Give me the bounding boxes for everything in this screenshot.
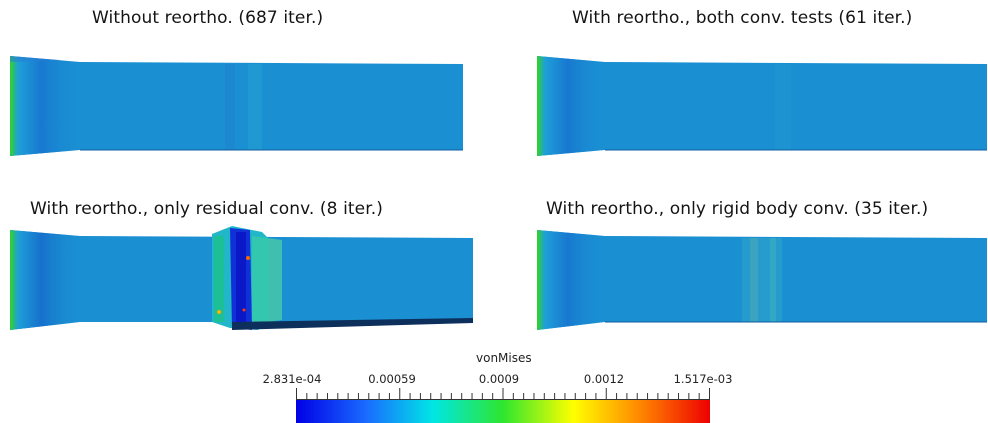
mesh-panel-rigid-body-conv [537,230,987,330]
mesh-panel-no-reortho [10,56,463,156]
colorbar-tick-4: 0.0012 [583,372,625,386]
panel-title-rigid-body-conv: With reortho., only rigid body conv. (35… [546,199,929,219]
panel-title-no-reortho: Without reortho. (687 iter.) [92,8,324,28]
mesh-panel-both-conv [537,56,987,156]
panel-title-both-conv: With reortho., both conv. tests (61 iter… [572,8,913,28]
colorbar-tickmarks [296,388,710,400]
colorbar-tick-2: 0.00059 [368,372,416,386]
colorbar-gradient [296,400,710,423]
colorbar-tick-min: 2.831e-04 [262,372,322,386]
colorbar-title: vonMises [476,351,532,365]
colorbar-tick-3: 0.0009 [478,372,520,386]
mesh-panel-residual-conv [10,226,473,330]
panel-title-residual-conv: With reortho., only residual conv. (8 it… [30,199,383,219]
colorbar-tick-max: 1.517e-03 [673,372,733,386]
